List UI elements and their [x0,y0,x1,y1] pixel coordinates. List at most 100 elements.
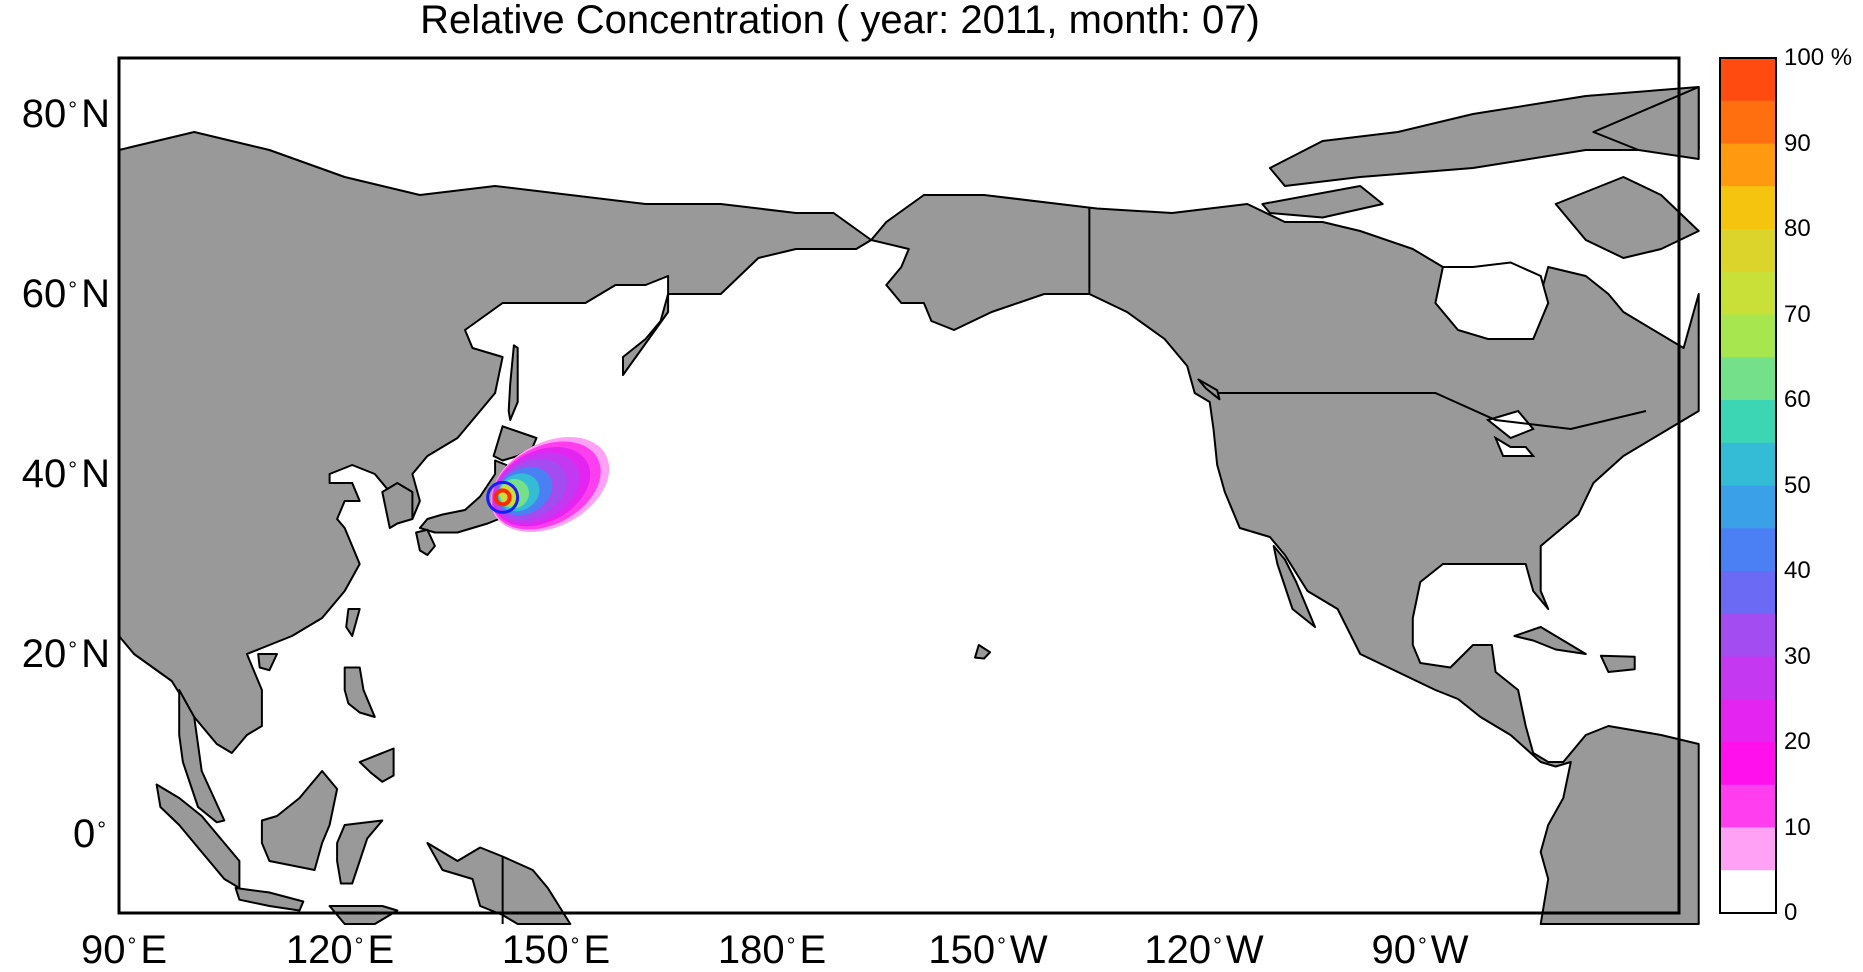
degree-mark: ° [68,457,78,482]
lon-suffix: E [799,928,827,972]
colorbar-swatch [1720,58,1776,102]
degree-mark: ° [1417,933,1427,958]
border-us-canada [1217,392,1647,431]
land-mindanao [358,747,395,783]
lat-label: 20° N [0,634,110,674]
land-sakhalin [507,344,519,421]
lon-label: 150° W [888,930,1088,970]
land-taiwan [345,608,361,637]
lon-label: 150° E [456,930,656,970]
lon-suffix: E [583,928,611,972]
land-baffin [1554,176,1700,259]
colorbar-swatch [1720,400,1776,444]
degree-mark: ° [68,97,78,122]
degree-mark: ° [570,933,580,958]
lat-value: 60 [21,272,67,316]
lat-suffix: N [81,92,110,136]
lat-value: 80 [21,92,67,136]
colorbar-swatch [1720,742,1776,786]
land-malay [178,689,226,824]
colorbar-swatch [1720,699,1776,743]
land-borneo [260,770,339,871]
degree-mark: ° [68,277,78,302]
colorbar-label: 60 [1784,386,1811,413]
colorbar-label: 40 [1784,557,1811,584]
colorbar-swatch [1720,528,1776,572]
source-ring [486,480,520,514]
colorbar-swatch [1720,656,1776,700]
lon-value: 120 [1144,928,1212,972]
colorbar-swatch [1720,186,1776,230]
colorbar-swatch [1720,271,1776,315]
great-lake-1 [1493,435,1536,457]
lat-suffix: N [81,452,110,496]
lon-label: 120° E [240,930,440,970]
colorbar-frame [1719,57,1777,914]
land-newguinea [426,842,572,925]
land-hispaniola [1599,654,1636,673]
colorbar-swatch [1720,485,1776,529]
colorbar-label: 20 [1784,728,1811,755]
lon-label: 90° E [24,930,224,970]
colorbar-swatch [1720,143,1776,187]
lon-value: 90 [81,928,126,972]
degree-mark: ° [1213,933,1222,958]
colorbar-swatch [1720,870,1776,914]
land-victoria [1261,185,1384,219]
colorbar-label: 70 [1784,300,1811,328]
lon-suffix: E [367,928,395,972]
land-hawaii [974,644,992,660]
lon-value: 120 [285,928,353,972]
colorbar-swatch [1720,100,1776,144]
lat-label: 0° [0,814,110,854]
lat-value: 40 [21,452,67,496]
landmass-layer [118,68,1700,925]
degree-mark: ° [786,933,796,958]
hudson-bay [1434,261,1550,340]
great-lake-0 [1485,409,1535,440]
colorbar-swatch [1720,229,1776,273]
map-frame [117,56,1681,915]
colorbar-label: 30 [1784,642,1811,670]
lat-label: 40° N [0,454,110,494]
source-marker [486,480,520,514]
source-center [493,488,512,507]
lon-suffix: W [1225,928,1264,972]
land-hainan [257,653,278,672]
lon-value: 180 [717,928,785,972]
colorbar-swatch [1720,784,1776,828]
colorbar-swatch [1720,827,1776,871]
land-eurasia [118,68,873,754]
lat-suffix: N [81,632,110,676]
lon-value: 150 [928,928,996,972]
lon-value: 150 [501,928,569,972]
colorbar-label: 10 [1784,813,1811,841]
degree-mark: ° [127,933,137,958]
colorbar-label: 50 [1784,471,1811,499]
lat-label: 60° N [0,274,110,314]
colorbar-label: 90 [1784,129,1811,157]
degree-mark: ° [354,933,364,958]
colorbar-label: 0 [1784,899,1798,926]
degree-mark: ° [68,637,78,662]
land-timor [328,905,399,925]
colorbar-swatch [1720,571,1776,615]
land-japan-kyushu [415,528,436,556]
land-baja [1272,545,1316,628]
lat-label: 80° N [0,94,110,134]
land-sulawesi [336,819,384,885]
lat-suffix: N [81,272,110,316]
lon-suffix: W [1009,928,1048,972]
lon-suffix: W [1430,928,1469,972]
lon-value: 90 [1371,928,1416,972]
colorbar-swatch [1720,442,1776,486]
lat-value: 20 [21,632,67,676]
colorbar-label: 100 % [1784,44,1853,71]
land-korea [381,482,414,529]
page-title: Relative Concentration ( year: 2011, mon… [420,0,1260,42]
degree-mark: ° [997,933,1006,958]
degree-mark: ° [97,817,106,842]
lon-label: 180° E [672,930,872,970]
land-greenland [1592,86,1700,160]
